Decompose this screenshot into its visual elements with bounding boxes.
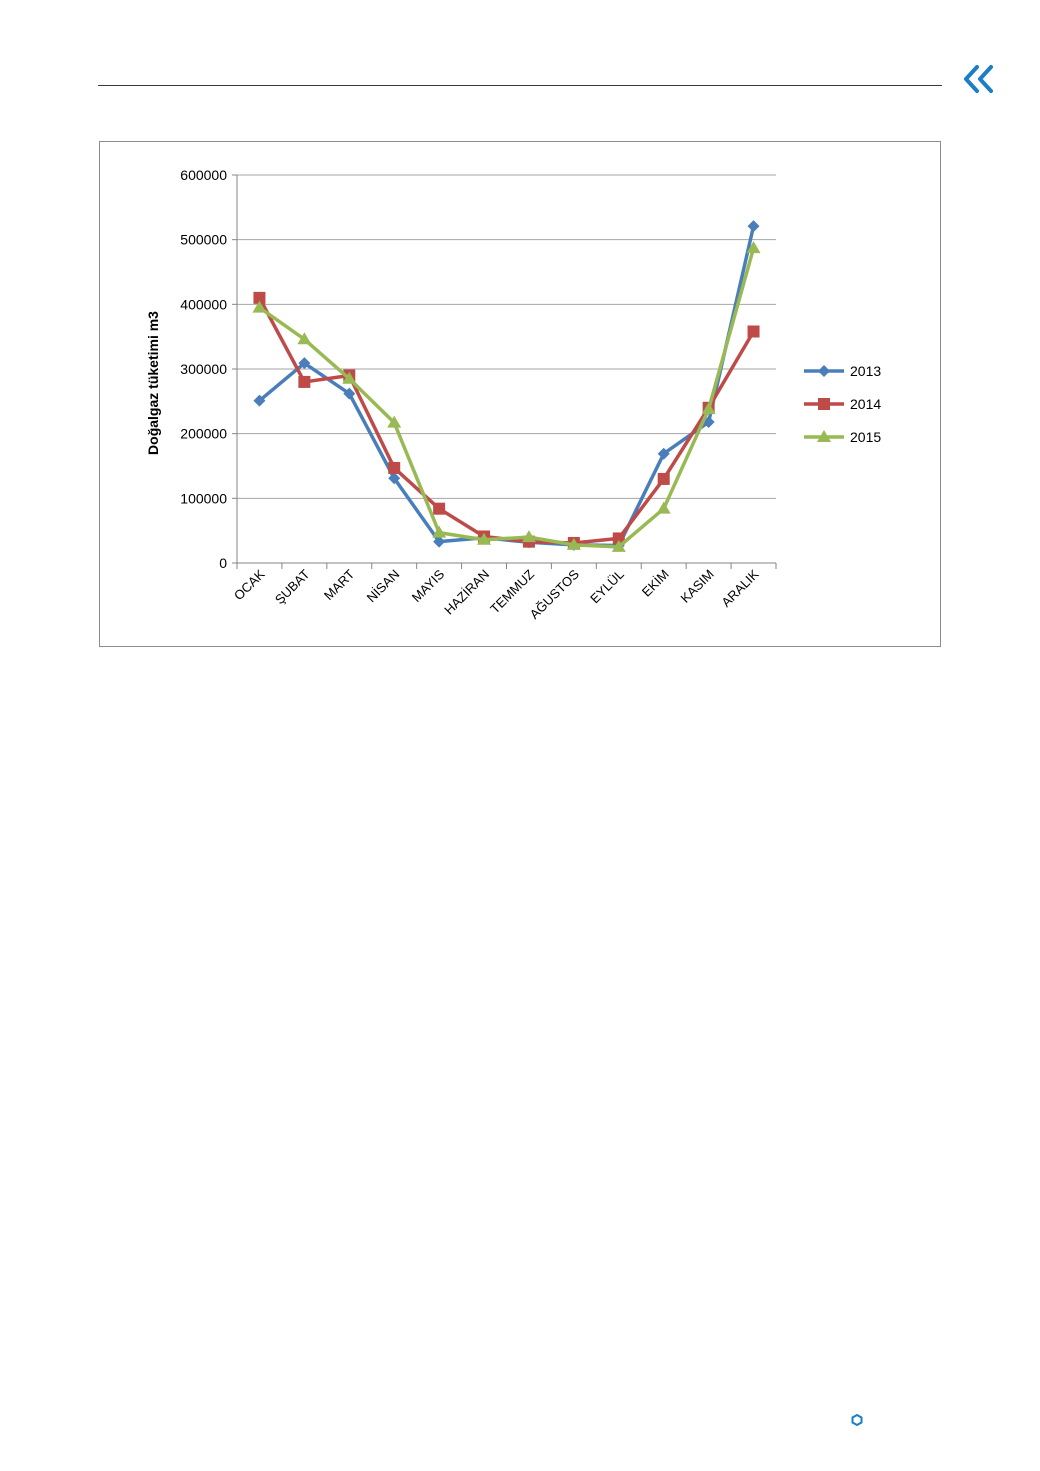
legend-item-2015: 2015 (804, 429, 881, 445)
y-tick-label: 300000 (180, 361, 227, 377)
data-point (253, 291, 266, 304)
y-tick-label: 200000 (180, 426, 227, 442)
x-tick-label: MAYIS (409, 566, 448, 605)
y-tick-label: 600000 (180, 167, 227, 183)
legend-label: 2015 (850, 429, 881, 445)
header-rule (98, 85, 942, 86)
data-point (566, 537, 581, 550)
x-tick-label: HAZİRAN (441, 567, 492, 618)
data-point (521, 530, 536, 543)
data-point (747, 325, 760, 338)
data-point (388, 461, 401, 474)
series-2013 (253, 220, 760, 552)
x-tick-label: AĞUSTOS (527, 566, 583, 622)
hexagon-outline-icon (851, 1413, 863, 1427)
data-point (657, 447, 670, 460)
legend-item-2013: 2013 (804, 363, 881, 379)
data-point (477, 532, 492, 545)
line-chart: 0 100000 200000 300000 400000 500000 600000 OCA… (145, 167, 881, 622)
data-point (298, 375, 311, 388)
double-chevron-left-icon[interactable] (960, 63, 1000, 95)
series-line (257, 297, 756, 545)
y-tick-label: 0 (219, 555, 227, 571)
x-tick-label: MART (321, 566, 358, 603)
x-tick-label: EKİM (639, 567, 672, 600)
data-point (433, 502, 446, 515)
data-point (342, 371, 357, 384)
data-point (433, 535, 446, 548)
y-tick-label: 500000 (180, 232, 227, 248)
data-point (746, 241, 761, 254)
x-tick-label: ŞUBAT (272, 566, 313, 607)
y-tick-label: 100000 (180, 490, 227, 506)
data-point (298, 357, 311, 370)
data-point (432, 525, 447, 538)
series-line (258, 225, 756, 548)
series-line (258, 247, 756, 549)
x-tick-label: ARALIK (718, 566, 762, 610)
data-point (701, 402, 716, 415)
data-point (817, 430, 831, 442)
data-point (657, 472, 670, 485)
data-point (656, 501, 671, 514)
data-point (747, 220, 760, 233)
data-point (343, 387, 356, 400)
series-2015 (252, 241, 761, 552)
legend-label: 2013 (850, 363, 881, 379)
x-tick-label: EYLÜL (587, 567, 627, 607)
data-point (818, 365, 830, 377)
x-tick-label: OCAK (231, 566, 268, 603)
y-axis-title: Doğalgaz tüketimi m3 (145, 311, 161, 455)
data-point (611, 539, 626, 552)
data-point (388, 472, 401, 485)
legend-label: 2014 (850, 396, 881, 412)
data-point (387, 415, 402, 428)
series-2014 (253, 291, 760, 549)
data-point (612, 532, 625, 545)
legend-item-2014: 2014 (804, 396, 881, 412)
y-tick-label: 400000 (180, 296, 227, 312)
chart-frame: 0 100000 200000 300000 400000 500000 600000 OCA… (99, 141, 941, 647)
data-point (297, 332, 312, 345)
data-point (818, 398, 830, 410)
x-tick-label: NİSAN (364, 567, 403, 606)
data-point (252, 300, 267, 313)
x-tick-label: KASIM (678, 567, 717, 606)
